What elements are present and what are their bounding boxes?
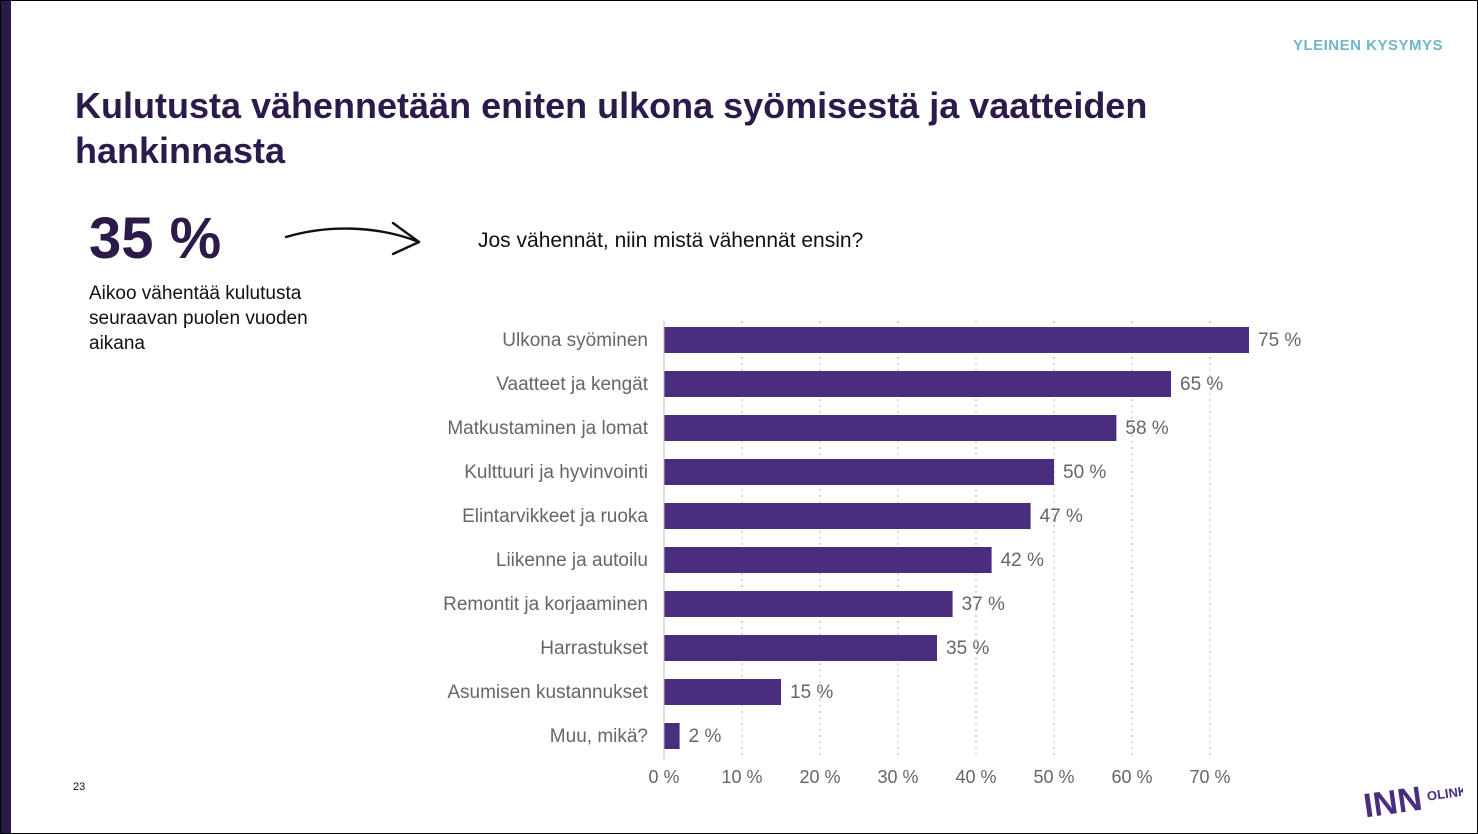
- bar: [664, 327, 1249, 353]
- value-label: 50 %: [1063, 462, 1106, 483]
- x-tick-label: 50 %: [1033, 767, 1074, 787]
- bar: [664, 503, 1031, 529]
- category-label: Ulkona syöminen: [502, 330, 648, 351]
- bar: [664, 371, 1171, 397]
- bar: [664, 591, 953, 617]
- x-tick-label: 10 %: [721, 767, 762, 787]
- category-label: Asumisen kustannukset: [447, 682, 648, 703]
- category-label: Elintarvikkeet ja ruoka: [462, 506, 648, 527]
- value-label: 47 %: [1040, 506, 1083, 527]
- x-tick-label: 0 %: [648, 767, 679, 787]
- chart-question: Jos vähennät, niin mistä vähennät ensin?: [478, 229, 864, 252]
- x-tick-label: 20 %: [799, 767, 840, 787]
- page-number: 23: [73, 781, 86, 793]
- category-label: Harrastukset: [540, 638, 648, 659]
- value-label: 37 %: [962, 594, 1005, 615]
- value-label: 2 %: [689, 726, 722, 747]
- x-tick-label: 40 %: [955, 767, 996, 787]
- x-tick-label: 30 %: [877, 767, 918, 787]
- innolink-logo: INN OLINK: [1361, 780, 1463, 819]
- bar: [664, 547, 992, 573]
- category-label: Matkustaminen ja lomat: [447, 418, 648, 439]
- value-label: 58 %: [1125, 418, 1168, 439]
- category-label: Kulttuuri ja hyvinvointi: [464, 462, 648, 483]
- left-accent-bar: [1, 1, 11, 833]
- svg-text:INN: INN: [1361, 780, 1424, 819]
- section-tag: YLEINEN KYSYMYS: [1292, 37, 1443, 54]
- highlight-caption: Aikoo vähentää kulutusta seuraavan puole…: [89, 283, 308, 354]
- bar: [664, 679, 781, 705]
- value-label: 75 %: [1258, 330, 1301, 351]
- category-label: Liikenne ja autoilu: [496, 550, 648, 571]
- value-label: 15 %: [790, 682, 833, 703]
- category-label: Muu, mikä?: [550, 726, 648, 747]
- value-label: 35 %: [946, 638, 989, 659]
- svg-text:OLINK: OLINK: [1426, 783, 1463, 804]
- arrow-icon: [284, 221, 421, 256]
- bar: [664, 635, 937, 661]
- x-tick-label: 60 %: [1111, 767, 1152, 787]
- category-label: Remontit ja korjaaminen: [443, 594, 648, 615]
- bar: [664, 415, 1117, 441]
- category-label: Vaatteet ja kengät: [496, 374, 648, 395]
- highlight-value: 35 %: [89, 206, 222, 271]
- value-label: 42 %: [1001, 550, 1044, 571]
- bar: [664, 459, 1054, 485]
- value-label: 65 %: [1180, 374, 1223, 395]
- bar-chart: 0 % 10 % 20 % 30 % 40 % 50 % 60 % 70 % Ulkona sy…: [443, 321, 1301, 787]
- x-tick-label: 70 %: [1189, 767, 1230, 787]
- bar: [664, 723, 680, 749]
- slide-title: Kulutusta vähennetään eniten ulkona syöm…: [75, 85, 1148, 171]
